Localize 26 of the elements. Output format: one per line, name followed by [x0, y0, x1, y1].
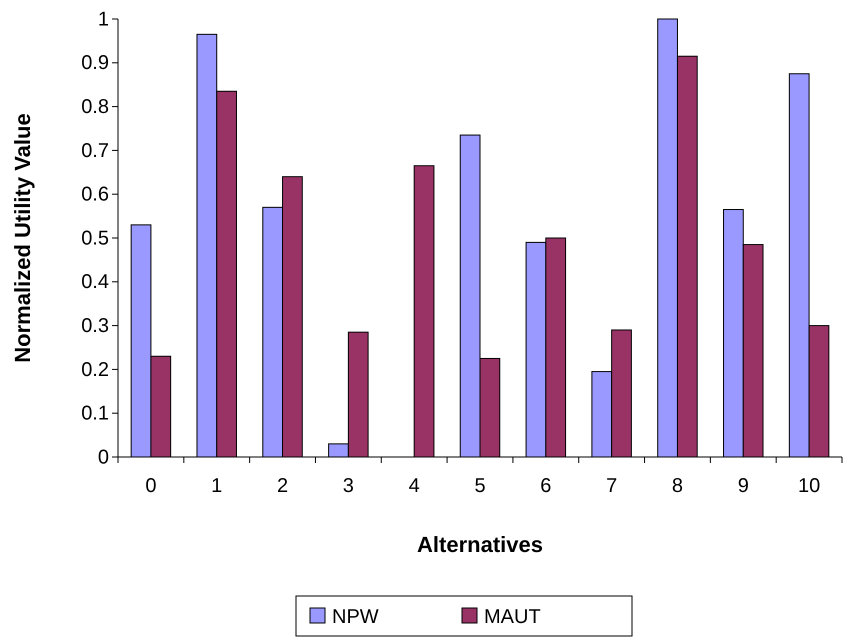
y-axis-title: Normalized Utility Value: [10, 113, 35, 363]
x-tick-label: 6: [540, 475, 552, 497]
y-tick-label: 0.3: [81, 315, 109, 337]
y-tick-label: 0.9: [81, 52, 109, 74]
y-tick-label: 0.6: [81, 184, 109, 206]
y-tick-label: 0.8: [81, 96, 109, 118]
y-tick-label: 0.1: [81, 402, 109, 425]
x-tick-label: 0: [145, 475, 156, 497]
y-tick-label: 0.5: [81, 227, 109, 250]
x-tick-label: 5: [474, 475, 486, 497]
x-tick-label: 10: [798, 475, 820, 497]
x-tick-label: 8: [672, 475, 684, 497]
y-tick-label: 1: [98, 8, 109, 30]
x-tick-label: 9: [738, 475, 749, 497]
y-tick-label: 0: [98, 446, 109, 468]
x-axis-title: Alternatives: [417, 532, 543, 557]
y-tick-label: 0.7: [81, 140, 109, 162]
y-tick-label: 0.2: [81, 358, 109, 381]
y-tick-label: 0.4: [81, 271, 109, 294]
x-tick-label: 1: [211, 475, 222, 497]
legend-label: MAUT: [484, 606, 541, 628]
x-tick-label: 2: [276, 475, 288, 497]
x-tick-label: 3: [342, 475, 354, 497]
x-tick-label: 4: [408, 475, 420, 497]
x-tick-label: 7: [606, 475, 618, 497]
legend-label: NPW: [332, 606, 379, 628]
